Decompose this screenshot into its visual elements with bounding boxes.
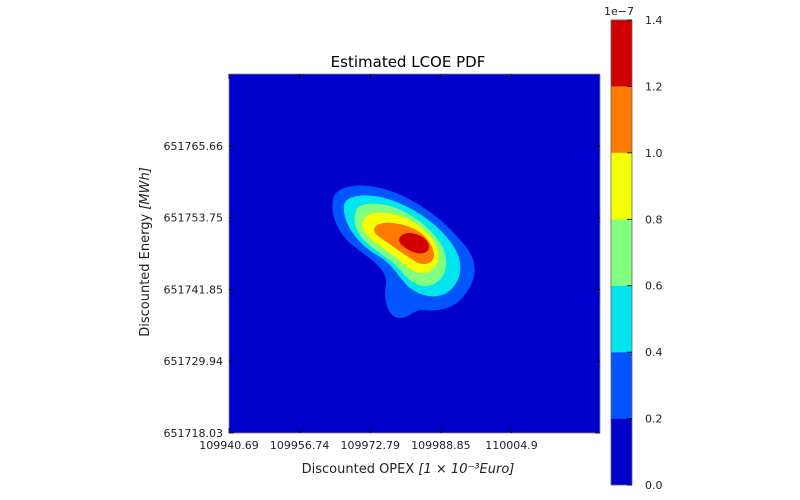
colorbar-segment-2 [611, 285, 632, 353]
colorbar-segment-6 [611, 20, 632, 87]
colorbar-tick-label-1: 0.2 [645, 413, 663, 426]
contour-band-6 [399, 232, 429, 254]
colorbar-tick-label-6: 1.2 [645, 80, 663, 93]
colorbar-tick-label-0: 0.0 [645, 479, 663, 492]
x-tick-label-2: 109972.79 [341, 439, 401, 452]
plot-axes: 109940.69 109956.74 109972.79 109988.85 1100… [164, 73, 601, 452]
y-axis-label-text: Discounted Energy [138, 214, 153, 337]
x-axis-label-text: Discounted OPEX [302, 462, 415, 477]
colorbar-tick-label-4: 0.8 [645, 213, 663, 226]
x-tick-label-0: 109940.69 [199, 439, 259, 452]
colorbar-tick-label-2: 0.4 [645, 346, 663, 359]
x-tick-label-1: 109956.74 [270, 439, 330, 452]
y-tick-label-1: 651729.94 [164, 355, 224, 368]
contour-plot [229, 74, 600, 433]
x-axis-label-units: [1 × 10⁻³Euro] [418, 462, 514, 477]
colorbar: 0.0 0.2 0.4 0.6 0.8 1.0 1.2 1.4 1e−7 [604, 5, 663, 492]
y-tick-label-2: 651741.85 [164, 283, 224, 296]
plot-frame [228, 73, 601, 434]
colorbar-segment-5 [611, 86, 632, 153]
x-tick-label-4: 110004.9 [485, 439, 538, 452]
chart-title: Estimated LCOE PDF [331, 53, 486, 71]
colorbar-offset-label: 1e−7 [604, 5, 634, 18]
y-tick-label-3: 651753.75 [164, 212, 224, 225]
x-tick-label-3: 109988.85 [411, 439, 471, 452]
y-tick-label-4: 651765.66 [164, 140, 224, 153]
x-axis-label: Discounted OPEX [1 × 10⁻³Euro] [302, 462, 515, 477]
colorbar-tick-label-5: 1.0 [645, 147, 663, 160]
colorbar-segment-1 [611, 352, 632, 419]
colorbar-segment-4 [611, 152, 632, 220]
colorbar-segment-3 [611, 219, 632, 286]
colorbar-frame [610, 19, 633, 486]
y-tick-label-0: 651718.03 [164, 427, 224, 440]
colorbar-tick-label-3: 0.6 [645, 280, 663, 293]
colorbar-tick-label-7: 1.4 [645, 14, 663, 27]
y-axis-label: Discounted Energy [MWh] [138, 167, 153, 337]
y-axis-label-units: [MWh] [138, 167, 153, 209]
colorbar-segment-0 [611, 418, 632, 485]
